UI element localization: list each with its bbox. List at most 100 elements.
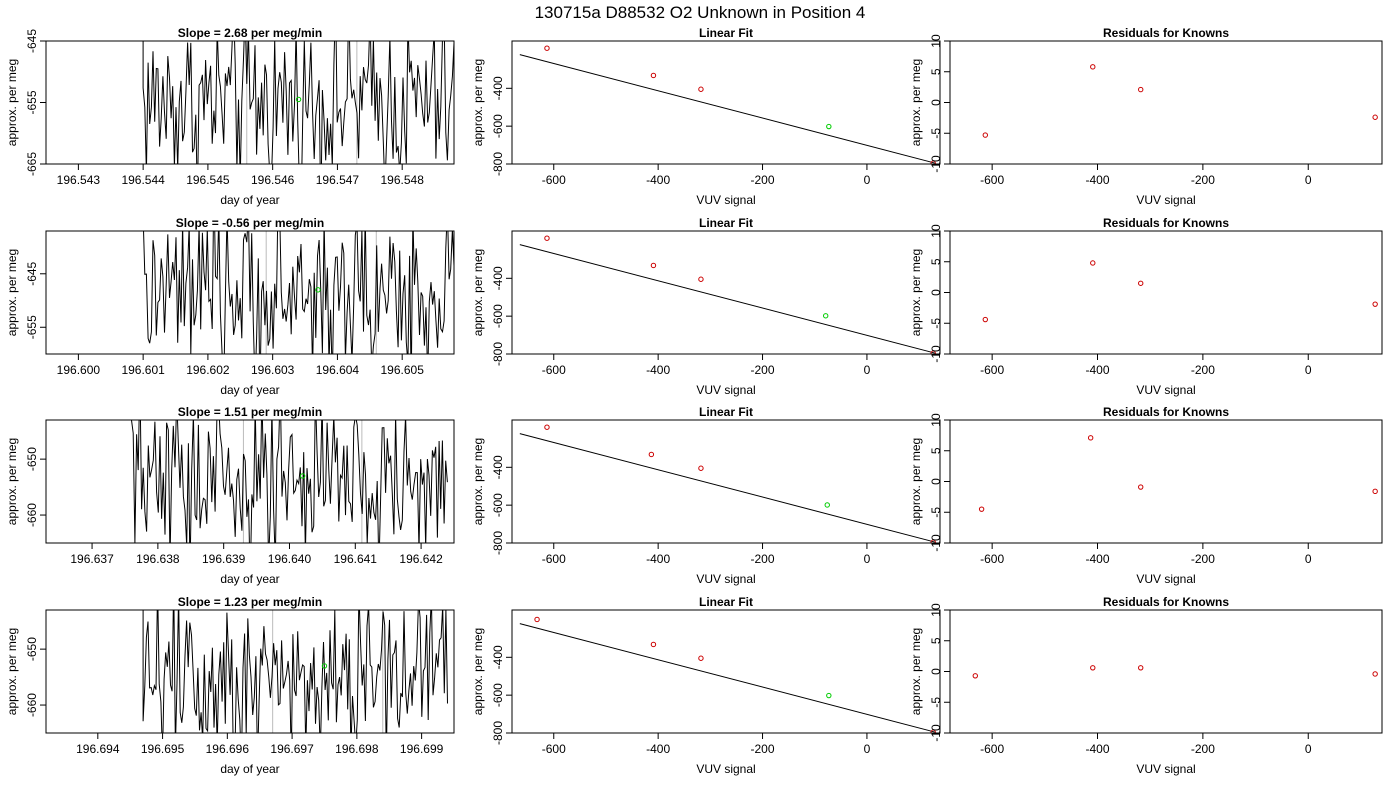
panel-r4-fit: Linear Fit -600 -400 -200 0 -400 -600 -800 VUV s… <box>471 595 941 776</box>
panel-r3-resid: Residuals for Knowns -600 -400 -200 0 10 5 0 -5 -… <box>909 405 1383 586</box>
residual-point <box>1138 665 1144 671</box>
panel-title: Linear Fit <box>699 26 753 40</box>
plot-frame <box>511 230 941 355</box>
x-tick-label: 196.694 <box>76 742 120 756</box>
plot-area <box>519 45 936 164</box>
plot-area <box>519 235 936 354</box>
y-tick-label: -400 <box>491 266 505 290</box>
residual-point <box>1087 435 1094 441</box>
plot-frame <box>511 40 941 165</box>
x-tick-label: -400 <box>1085 173 1109 187</box>
known-point <box>648 451 655 458</box>
plot-frame <box>45 40 455 165</box>
y-tick-label: 0 <box>929 478 943 485</box>
y-tick-label: -600 <box>491 304 505 328</box>
x-tick-label: 196.698 <box>335 742 379 756</box>
panel-title: Slope = -0.56 per meg/min <box>176 216 324 230</box>
x-axis-label: day of year <box>220 762 279 776</box>
residual-point <box>1372 114 1378 120</box>
known-point <box>930 539 936 543</box>
plot-area <box>982 64 1378 138</box>
residual-point <box>1372 301 1378 307</box>
panel-r1-resid: Residuals for Knowns -600 -400 -200 0 10 5 0 -5 -… <box>909 26 1383 207</box>
known-point <box>544 235 550 241</box>
y-axis-label: approx. per meg <box>5 59 19 146</box>
unknown-point <box>315 287 321 293</box>
plot-area <box>982 260 1378 323</box>
plot-area <box>519 424 936 543</box>
plot-area <box>143 231 454 354</box>
panel-title: Linear Fit <box>699 405 753 419</box>
y-tick-label: -660 <box>25 503 39 527</box>
residual-point <box>1138 280 1144 286</box>
x-tick-label: 196.604 <box>316 363 360 377</box>
x-axis-label: day of year <box>220 572 279 586</box>
x-tick-label: -600 <box>980 173 1004 187</box>
x-axis-label: VUV signal <box>1136 193 1195 207</box>
plot-area <box>142 610 448 733</box>
plot-frame <box>949 230 1383 355</box>
known-point <box>534 616 540 623</box>
residual-point <box>982 316 988 323</box>
x-axis-label: VUV signal <box>1136 762 1195 776</box>
plot-frame <box>45 230 455 355</box>
x-tick-label: 196.697 <box>270 742 314 756</box>
plot-frame <box>949 40 1383 165</box>
y-tick-label: 0 <box>929 289 943 296</box>
x-tick-label: -200 <box>751 363 775 377</box>
panel-r2-time: Slope = -0.56 per meg/min 196.600 196.601 1… <box>5 216 455 397</box>
x-tick-label: 196.638 <box>136 552 180 566</box>
known-point <box>930 729 936 733</box>
plot-area <box>972 665 1378 679</box>
y-tick-label: -10 <box>929 155 943 173</box>
x-tick-label: 196.642 <box>399 552 443 566</box>
x-tick-label: 196.602 <box>186 363 230 377</box>
plot-frame <box>949 609 1383 734</box>
known-point <box>698 276 704 282</box>
panel-title: Slope = 2.68 per meg/min <box>178 26 322 40</box>
unknown-point <box>826 123 832 130</box>
plot-frame <box>511 609 941 734</box>
y-tick-label: 0 <box>929 99 943 106</box>
x-axis-label: VUV signal <box>696 572 755 586</box>
x-tick-label: -400 <box>1085 363 1109 377</box>
y-tick-label: -600 <box>491 493 505 517</box>
y-tick-label: 10 <box>929 34 943 48</box>
y-axis-label: approx. per meg <box>471 438 485 525</box>
y-tick-label: -5 <box>929 128 943 139</box>
y-axis-label: approx. per meg <box>909 628 923 715</box>
y-tick-label: 5 <box>929 258 943 265</box>
x-axis-label: VUV signal <box>696 193 755 207</box>
x-tick-label: 0 <box>1305 363 1312 377</box>
x-tick-label: -600 <box>542 173 566 187</box>
y-tick-label: 5 <box>929 68 943 75</box>
data-trace <box>131 420 448 543</box>
y-tick-label: -5 <box>929 507 943 518</box>
x-tick-label: -600 <box>542 742 566 756</box>
residual-point <box>1090 64 1096 70</box>
data-trace <box>142 41 454 164</box>
panels: Slope = 2.68 per meg/min 196.543 196.544 19… <box>5 26 1383 776</box>
x-tick-label: -400 <box>1085 552 1109 566</box>
panel-title: Linear Fit <box>699 595 753 609</box>
y-tick-label: -800 <box>491 721 505 745</box>
residual-point <box>1138 484 1144 490</box>
x-axis-label: VUV signal <box>696 383 755 397</box>
unknown-point <box>822 313 829 319</box>
x-tick-label: 0 <box>1305 552 1312 566</box>
y-tick-label: 5 <box>929 447 943 454</box>
x-tick-label: -200 <box>1191 363 1215 377</box>
x-axis-label: VUV signal <box>1136 572 1195 586</box>
y-tick-label: -600 <box>491 114 505 138</box>
unknown-point <box>321 663 328 669</box>
known-point <box>650 262 657 269</box>
y-tick-label: -655 <box>25 90 39 114</box>
fit-line <box>519 244 935 354</box>
x-tick-label: 196.640 <box>268 552 312 566</box>
plot-area <box>519 616 936 733</box>
figure-title: 130715a D88532 O2 Unknown in Position 4 <box>535 3 866 22</box>
y-tick-label: 5 <box>929 637 943 644</box>
panel-title: Residuals for Knowns <box>1103 216 1229 230</box>
residual-point <box>972 673 978 679</box>
panel-r3-fit: Linear Fit -600 -400 -200 0 -400 -600 -800 VUV s… <box>471 405 941 586</box>
